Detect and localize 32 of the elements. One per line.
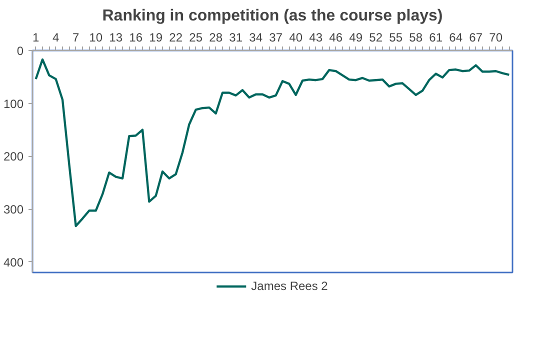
y-tick-label: 200 [3,150,24,164]
y-tick-label: 0 [16,44,24,58]
line-series [34,58,510,228]
x-tick-label: 43 [309,30,323,44]
y-tick-label: 100 [3,96,24,111]
x-tick-label: 10 [89,30,103,44]
x-tick-label: 52 [369,30,383,44]
x-tick-label: 61 [429,30,443,44]
x-tick-label: 67 [469,30,483,44]
x-tick-label: 22 [169,30,183,44]
x-tick-label: 34 [249,30,263,44]
y-tick-label: 300 [3,202,24,217]
chart-title: Ranking in competition (as the course plays) [102,8,443,24]
x-tick-label: 49 [349,30,363,44]
legend-label: James Rees 2 [251,279,328,293]
x-tick-label: 37 [269,30,283,44]
x-tick-label: 46 [329,30,343,44]
x-tick-label: 7 [72,30,80,44]
x-tick-label: 19 [149,30,163,44]
x-tick-label: 55 [389,30,403,44]
x-tick-label: 28 [209,30,223,44]
x-tick-label: 58 [409,30,423,44]
x-tick-label: 1 [32,30,40,44]
x-tick-label: 40 [289,30,303,44]
x-tick-label: 16 [129,30,143,44]
x-tick-label: 4 [52,30,60,44]
x-tick-label: 64 [449,30,463,44]
y-tick-label: 400 [3,255,24,270]
x-tick-label: 70 [489,30,503,44]
x-tick-label: 31 [229,30,243,44]
x-tick-label: 13 [109,30,123,44]
x-tick-label: 25 [189,30,203,44]
